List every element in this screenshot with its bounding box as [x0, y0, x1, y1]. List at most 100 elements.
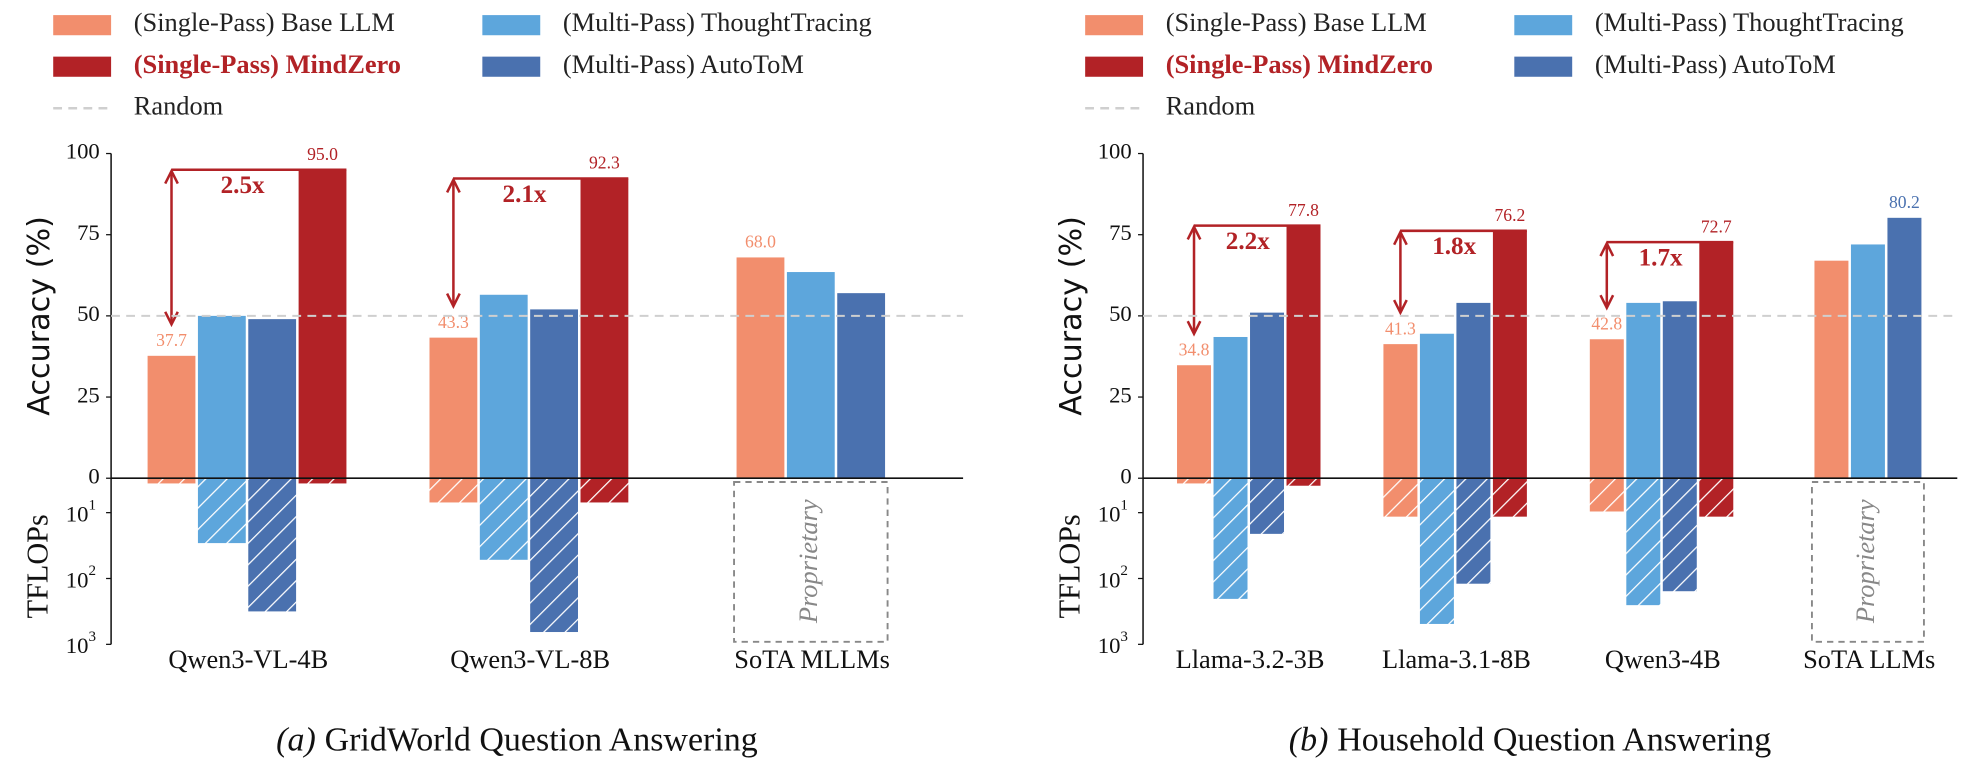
x-tick-label: SoTA MLLMs [734, 644, 890, 674]
legend-label: (Multi-Pass) ThoughtTracing [563, 7, 872, 37]
legend-label: (Single-Pass) MindZero [134, 49, 401, 79]
tflops-bar [580, 478, 629, 503]
value-label: 42.8 [1591, 313, 1622, 333]
accuracy-bar [197, 315, 246, 479]
accuracy-bar [1286, 225, 1321, 479]
value-label: 41.3 [1385, 318, 1416, 338]
accuracy-bar [1177, 365, 1212, 479]
accuracy-bar [298, 169, 347, 479]
x-tick-label: Llama-3.2-3B [1176, 644, 1325, 674]
legend-swatch [53, 56, 112, 77]
legend-label: Random [134, 90, 224, 120]
arrow-head [1186, 320, 1202, 337]
accuracy-bar [1492, 230, 1527, 479]
legend-label: (Single-Pass) Base LLM [134, 7, 395, 37]
legend-label: (Multi-Pass) AutoToM [1595, 49, 1836, 79]
tflops-bar [1626, 478, 1661, 606]
tflops-bar [479, 478, 528, 560]
legend-label: (Multi-Pass) ThoughtTracing [1595, 7, 1904, 37]
tflops-bar [1383, 478, 1418, 517]
speedup-label: 2.2x [1226, 228, 1270, 255]
accuracy-bar [147, 355, 196, 479]
y-tick-label: 100 [1098, 139, 1132, 164]
tflops-bar [1699, 478, 1734, 517]
accuracy-bar [786, 272, 835, 479]
value-label: 77.8 [1288, 200, 1319, 220]
arrow-head [445, 293, 461, 309]
y-tick-label: 50 [1109, 301, 1132, 326]
accuracy-bar [1589, 339, 1624, 479]
x-tick-label: Llama-3.1-8B [1382, 644, 1531, 674]
tflops-bar [530, 478, 578, 633]
legend-swatch [1085, 15, 1144, 36]
legend-label: (Multi-Pass) AutoToM [563, 49, 804, 79]
legend-swatch [1514, 56, 1573, 77]
value-label: 76.2 [1494, 205, 1525, 225]
speedup-label: 2.1x [502, 181, 546, 208]
value-label: 95.0 [307, 144, 338, 164]
value-label: 92.3 [589, 153, 620, 173]
proprietary-box [733, 481, 889, 643]
legend-label: (Single-Pass) MindZero [1166, 49, 1433, 79]
tflops-bar [147, 478, 196, 484]
legend-swatch [53, 15, 112, 36]
accuracy-bar [429, 337, 478, 479]
accuracy-bar [248, 319, 297, 479]
accuracy-bar [530, 309, 578, 479]
y-tick-label: 100 [66, 139, 100, 164]
proprietary-label: Proprietary [793, 499, 823, 624]
y-tick-label: 25 [1109, 382, 1132, 407]
accuracy-bar [1383, 344, 1418, 479]
legend-label: Random [1166, 90, 1256, 120]
tflops-bar [248, 478, 297, 612]
y2-tick-label: 103 [66, 630, 96, 659]
speedup-label: 1.8x [1432, 233, 1476, 260]
arrow-head [445, 176, 461, 193]
legend-swatch [1085, 56, 1144, 77]
y-tick-label: 0 [1120, 463, 1131, 488]
tflops-bar [1662, 478, 1697, 592]
x-tick-label: Qwen3-4B [1605, 644, 1721, 674]
accuracy-bar [1250, 312, 1285, 479]
x-tick-label: SoTA LLMs [1803, 644, 1935, 674]
value-label: 68.0 [745, 232, 776, 252]
legend-label: (Single-Pass) Base LLM [1166, 7, 1427, 37]
value-label: 34.8 [1179, 339, 1210, 359]
value-label: 80.2 [1889, 192, 1920, 212]
arrow-head [1186, 224, 1202, 241]
accuracy-bar [1626, 302, 1661, 479]
accuracy-bar [1699, 242, 1734, 479]
tflops-bar [1250, 478, 1285, 534]
accuracy-bar [1887, 217, 1922, 479]
tflops-bar [197, 478, 246, 544]
accuracy-bar [479, 294, 528, 479]
caption: (b) Household Question Answering [1289, 721, 1771, 758]
tflops-bar [1456, 478, 1491, 584]
legend-swatch [1514, 15, 1573, 36]
value-label: 43.3 [438, 312, 469, 332]
arrow-head [1392, 229, 1408, 246]
value-label: 72.7 [1701, 216, 1732, 236]
tflops-bar [429, 478, 478, 503]
tflops-bar [298, 478, 347, 484]
y-tick-label: 0 [88, 463, 99, 488]
tflops-bar [1492, 478, 1527, 517]
y-axis-label: Accuracy (%) [22, 216, 57, 416]
y-tick-label: 75 [77, 220, 100, 245]
x-tick-label: Qwen3-VL-8B [450, 644, 610, 674]
accuracy-bar [1662, 301, 1697, 479]
legend-swatch [482, 56, 541, 77]
accuracy-bar [1213, 336, 1248, 479]
accuracy-bar [837, 293, 886, 479]
arrow-head [1599, 240, 1615, 257]
proprietary-label: Proprietary [1850, 499, 1880, 624]
y2-tick-label: 101 [66, 498, 96, 527]
accuracy-bar [1850, 244, 1885, 479]
accuracy-bar [1814, 260, 1849, 479]
arrow-head [1599, 294, 1615, 311]
arrow-head [164, 168, 179, 185]
accuracy-bar [1419, 333, 1454, 479]
accuracy-bar [736, 257, 785, 479]
